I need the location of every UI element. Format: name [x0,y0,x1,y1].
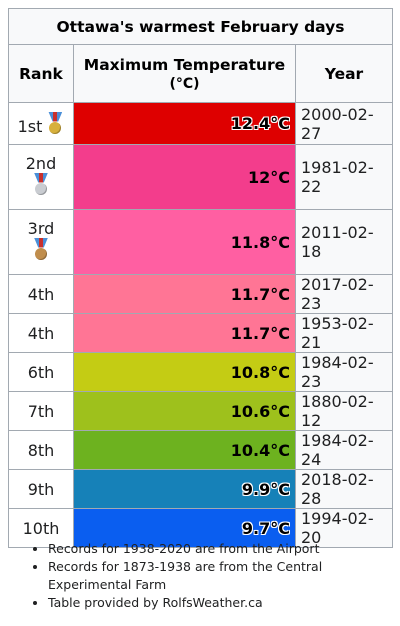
rank-cell: 8th [8,430,74,470]
date-cell: 2018-02-28 [295,469,393,509]
rank-label: 2nd [25,153,57,173]
header-max-temp-unit: (°C) [169,75,200,92]
table-row: 3rd 11.8°C 2011-02-18 [8,209,393,275]
note-item: Records for 1873-1938 are from the Centr… [48,558,392,594]
header-year: Year [295,44,393,103]
temp-cell: 11.7°C [73,274,296,314]
temp-cell: 10.8°C [73,352,296,392]
table-row: 9th 9.9°C 2018-02-28 [8,469,393,509]
table-row: 2nd 12°C 1981-02-22 [8,144,393,210]
date-cell: 1994-02-20 [295,508,393,548]
rank-cell: 2nd [8,144,74,210]
note-item: Records for 1938-2020 are from the Airpo… [48,540,392,558]
rank-cell: 1st [8,102,74,145]
date-cell: 1953-02-21 [295,313,393,353]
table-row: 1st 12.4°C 2000-02-27 [8,102,393,145]
table-row: 7th 10.6°C 1880-02-12 [8,391,393,431]
rank-cell: 6th [8,352,74,392]
table-row: 8th 10.4°C 1984-02-24 [8,430,393,470]
temp-cell: 10.6°C [73,391,296,431]
rank-label: 3rd [27,218,55,238]
rank-cell: 10th [8,508,74,548]
date-cell: 1984-02-23 [295,352,393,392]
header-rank: Rank [8,44,74,103]
table-row: 4th 11.7°C 1953-02-21 [8,313,393,353]
temp-cell: 10.4°C [73,430,296,470]
header-max-temp: Maximum Temperature (°C) [73,44,296,103]
gold-medal-icon [46,111,64,136]
records-table: Ottawa's warmest February days Rank Maxi… [8,8,393,548]
temp-cell: 11.7°C [73,313,296,353]
temp-cell: 9.7°C [73,508,296,548]
header-max-temp-label: Maximum Temperature [83,55,286,74]
rank-cell: 3rd [8,209,74,275]
date-cell: 1880-02-12 [295,391,393,431]
date-cell: 2000-02-27 [295,102,393,145]
rank-label: 1st [17,116,43,136]
date-cell: 2011-02-18 [295,209,393,275]
table-row: 6th 10.8°C 1984-02-23 [8,352,393,392]
note-item: Table provided by RolfsWeather.ca [48,594,392,612]
date-cell: 1981-02-22 [295,144,393,210]
date-cell: 1984-02-24 [295,430,393,470]
temp-cell: 12.4°C [73,102,296,145]
rank-cell: 4th [8,313,74,353]
bronze-medal-icon [32,237,50,262]
temp-cell: 12°C [73,144,296,210]
temp-cell: 9.9°C [73,469,296,509]
records-table-container: Ottawa's warmest February days Rank Maxi… [8,8,393,548]
notes-list: Records for 1938-2020 are from the Airpo… [8,540,392,612]
rank-cell: 9th [8,469,74,509]
table-row: 4th 11.7°C 2017-02-23 [8,274,393,314]
silver-medal-icon [32,172,50,197]
rank-cell: 4th [8,274,74,314]
table-row: 10th 9.7°C 1994-02-20 [8,508,393,548]
date-cell: 2017-02-23 [295,274,393,314]
table-title: Ottawa's warmest February days [8,8,393,45]
rank-cell: 7th [8,391,74,431]
temp-cell: 11.8°C [73,209,296,275]
